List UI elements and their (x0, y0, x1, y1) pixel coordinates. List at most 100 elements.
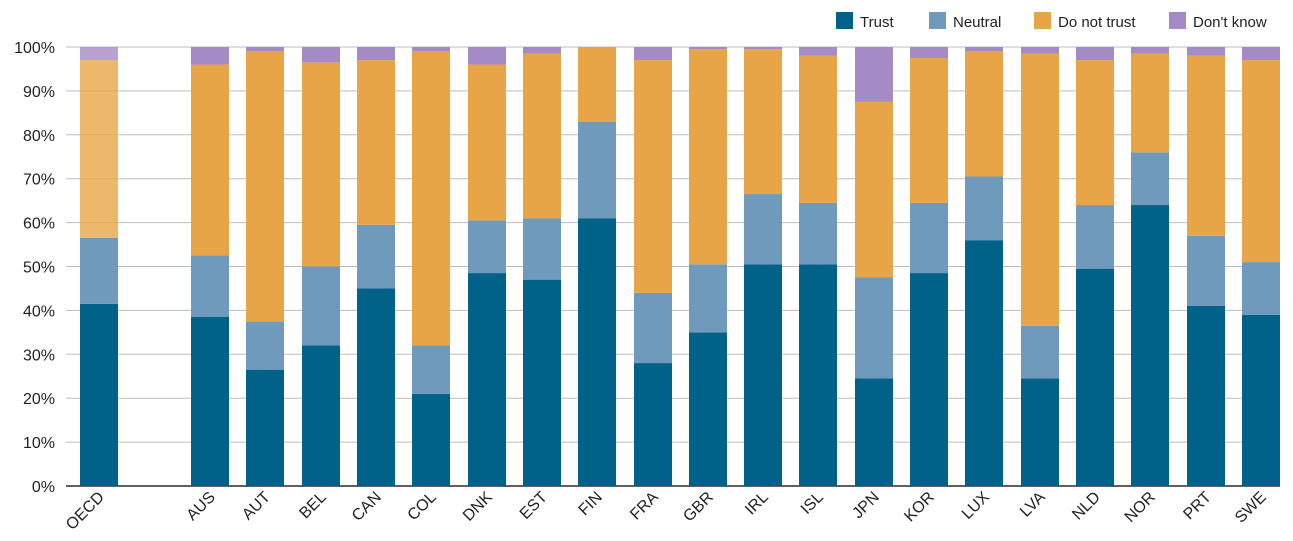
bar-jpn-neutral (855, 277, 893, 379)
x-tick-label: NOR (1122, 489, 1159, 526)
x-tick-label: IRL (742, 489, 772, 519)
legend-label: Don't know (1193, 14, 1267, 31)
bar-col-don-t-know (412, 47, 450, 52)
bar-nld-neutral (1076, 205, 1114, 269)
bar-nor-do-not-trust (1131, 53, 1169, 153)
x-tick-label: PRT (1180, 489, 1215, 524)
bar-aus-neutral (191, 255, 229, 317)
bar-gbr-trust (689, 332, 727, 486)
bar-group-isl (799, 47, 837, 486)
bar-group-swe (1242, 47, 1280, 486)
bar-group-lva (1021, 47, 1059, 486)
x-tick-label: COL (405, 489, 440, 524)
bar-kor-don-t-know (910, 47, 948, 58)
bar-nor-trust (1131, 205, 1169, 487)
bar-dnk-neutral (468, 220, 506, 274)
bar-isl-neutral (799, 202, 837, 265)
bar-prt-don-t-know (1187, 47, 1225, 56)
bar-nor-don-t-know (1131, 47, 1169, 54)
bar-swe-do-not-trust (1242, 60, 1280, 263)
bar-nor-neutral (1131, 152, 1169, 206)
bar-group-nor (1131, 47, 1169, 487)
bar-aut-don-t-know (246, 47, 284, 52)
x-tick-label: NLD (1069, 489, 1104, 524)
bar-aut-neutral (246, 321, 284, 370)
x-tick-label: BEL (296, 489, 329, 522)
y-tick-label: 10% (23, 435, 55, 452)
y-tick-label: 80% (23, 128, 55, 145)
bar-jpn-trust (855, 378, 893, 486)
bar-dnk-don-t-know (468, 47, 506, 65)
bar-irl-trust (744, 264, 782, 486)
x-tick-label: DNK (460, 489, 496, 525)
bar-group-jpn (855, 47, 893, 486)
bar-bel-do-not-trust (302, 62, 340, 267)
bar-group-nld (1076, 47, 1114, 486)
legend-item-trust: Trust (836, 12, 894, 31)
bar-est-neutral (523, 218, 561, 280)
bar-swe-neutral (1242, 262, 1280, 315)
bar-bel-don-t-know (302, 47, 340, 63)
y-tick-label: 20% (23, 391, 55, 408)
bar-group-col (412, 47, 450, 486)
legend-swatch (1169, 12, 1186, 29)
bar-group-fra (634, 47, 672, 486)
bar-group-aut (246, 47, 284, 486)
bar-aus-don-t-know (191, 47, 229, 65)
bar-irl-do-not-trust (744, 49, 782, 195)
bar-irl-neutral (744, 194, 782, 265)
bar-prt-do-not-trust (1187, 55, 1225, 236)
x-tick-label: LVA (1017, 489, 1049, 521)
bar-oecd-do-not-trust (80, 60, 118, 238)
bar-group-dnk (468, 47, 506, 486)
y-tick-label: 0% (32, 479, 55, 496)
x-tick-label: JPN (849, 489, 882, 522)
bar-gbr-don-t-know (689, 47, 727, 50)
bar-can-trust (357, 288, 395, 486)
bar-fra-trust (634, 363, 672, 486)
bar-group-prt (1187, 47, 1225, 486)
bar-nld-do-not-trust (1076, 60, 1114, 206)
x-tick-label: EST (517, 489, 551, 523)
bar-oecd-neutral (80, 237, 118, 304)
bar-fra-do-not-trust (634, 60, 672, 293)
bar-oecd-trust (80, 303, 118, 486)
legend-swatch (929, 12, 946, 29)
bar-isl-don-t-know (799, 47, 837, 56)
x-tick-label: CAN (349, 489, 385, 525)
bar-oecd-don-t-know (80, 47, 118, 61)
x-tick-label: GBR (680, 489, 717, 526)
bar-kor-do-not-trust (910, 57, 948, 203)
bar-lva-don-t-know (1021, 47, 1059, 54)
bar-prt-neutral (1187, 235, 1225, 307)
bar-group-irl (744, 47, 782, 486)
bar-can-do-not-trust (357, 60, 395, 225)
bar-can-don-t-know (357, 47, 395, 61)
bar-aut-trust (246, 369, 284, 486)
y-tick-label: 100% (14, 40, 55, 57)
legend-item-neutral: Neutral (929, 12, 1001, 31)
bar-group-est (523, 47, 561, 486)
bar-lva-trust (1021, 378, 1059, 486)
legend-item-do-not-trust: Do not trust (1034, 12, 1136, 31)
bar-fin-trust (578, 218, 616, 486)
bar-lux-neutral (965, 176, 1003, 241)
x-tick-label: FIN (576, 489, 606, 519)
bar-isl-trust (799, 264, 837, 486)
bar-group-aus (191, 47, 229, 486)
bar-group-gbr (689, 47, 727, 486)
bar-group-fin (578, 47, 616, 486)
legend-swatch (1034, 12, 1051, 29)
legend: Trust Neutral Do not trust Don't know (836, 12, 1267, 31)
bar-jpn-don-t-know (855, 47, 893, 102)
x-tick-label: AUT (239, 489, 274, 524)
legend-swatch (836, 12, 853, 29)
bar-gbr-neutral (689, 264, 727, 333)
x-tick-label: KOR (901, 489, 938, 526)
bar-fra-don-t-know (634, 47, 672, 61)
legend-label: Do not trust (1058, 14, 1136, 31)
y-tick-label: 70% (23, 172, 55, 189)
x-tick-label: ISL (798, 489, 827, 518)
bar-aus-trust (191, 316, 229, 486)
